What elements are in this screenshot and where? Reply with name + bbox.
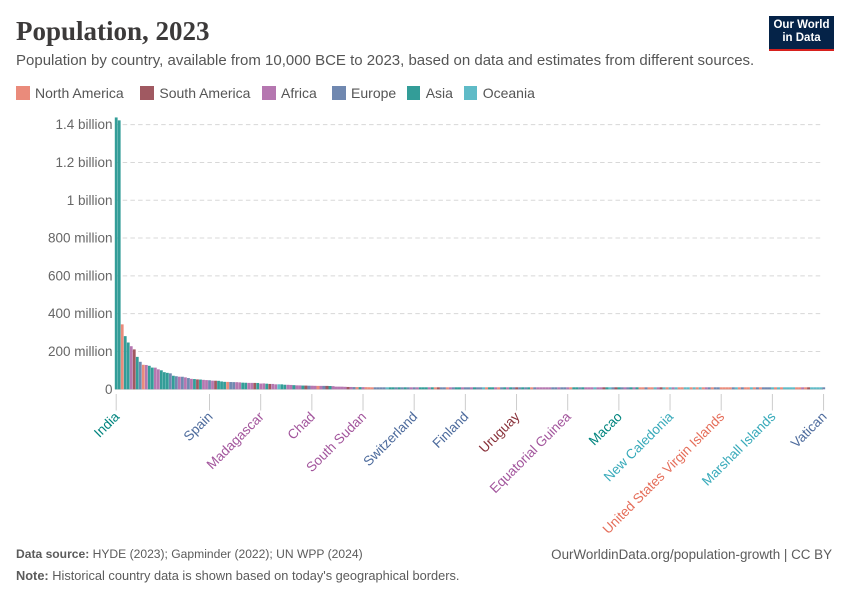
svg-text:Switzerland: Switzerland: [360, 409, 420, 469]
svg-text:Finland: Finland: [430, 409, 472, 451]
svg-text:1 billion: 1 billion: [67, 193, 113, 208]
svg-text:1.2 billion: 1.2 billion: [55, 155, 112, 170]
svg-text:600 million: 600 million: [48, 268, 113, 283]
svg-text:India: India: [91, 409, 123, 441]
svg-text:400 million: 400 million: [48, 306, 113, 321]
svg-text:200 million: 200 million: [48, 344, 113, 359]
svg-text:800 million: 800 million: [48, 231, 113, 246]
svg-text:Macao: Macao: [586, 409, 625, 448]
svg-text:0: 0: [105, 382, 113, 397]
svg-text:Spain: Spain: [181, 409, 216, 444]
svg-text:Chad: Chad: [285, 409, 318, 442]
svg-text:1.4 billion: 1.4 billion: [55, 117, 112, 132]
svg-text:Uruguay: Uruguay: [476, 409, 523, 456]
svg-text:Vatican: Vatican: [788, 409, 830, 451]
